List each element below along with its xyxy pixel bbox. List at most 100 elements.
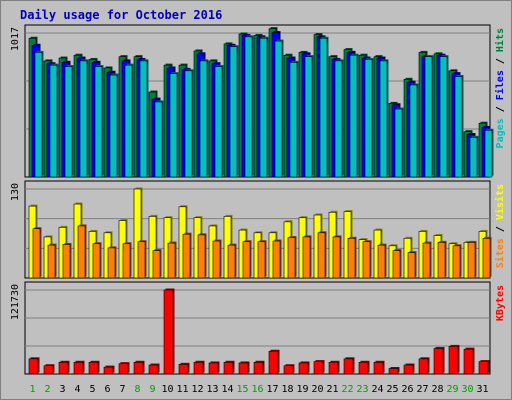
bar-kbytes [418,358,429,375]
bar-sites [32,228,41,279]
bar-sites [437,242,446,279]
bar-pages [139,60,148,178]
bar-sites [302,236,311,279]
bar-sites [182,233,191,279]
bar-kbytes [193,361,204,375]
bar-pages [349,54,358,178]
bar-sites [362,241,371,279]
bar-pages [199,60,208,178]
x-tick-label: 20 [311,384,323,395]
bar-pages [34,52,43,178]
bar-pages [244,36,253,178]
bar-pages [79,60,88,178]
x-tick-label: 26 [401,384,413,395]
bar-sites [122,243,131,279]
panel-kbytes: 121730 KBytes [10,281,506,375]
x-tick-label: 14 [221,384,233,395]
x-tick-label: 24 [371,384,383,395]
bar-pages [439,56,448,178]
x-tick-label: 25 [386,384,398,395]
bar-sites [152,250,161,279]
x-tick-label: 18 [281,384,293,395]
bar-sites [482,237,491,279]
bar-pages [274,40,283,178]
bar-kbytes [343,358,354,375]
legend-part-3: / [495,52,506,70]
bar-visits [148,216,157,279]
bar-sites [407,252,416,279]
legend-part-1: / [495,100,506,118]
bar-kbytes [178,364,189,375]
x-tick-label: 19 [296,384,308,395]
bar-sites [137,241,146,279]
bar-kbytes [43,365,54,375]
bar-pages [454,76,463,178]
y-max-label: 130 [10,183,21,201]
legend-part-0: Pages [495,118,506,148]
bar-kbytes [208,362,219,375]
legend-part-2: Files [494,70,506,100]
bar-sites [47,244,56,279]
bar-kbytes [463,348,474,375]
x-tick-label: 23 [356,384,368,395]
legend-part-0: Sites [494,238,506,268]
x-tick-label: 10 [161,384,173,395]
bar-pages [469,137,478,178]
bar-pages [304,56,313,178]
x-tick-label: 12 [191,384,203,395]
bar-kbytes [253,361,264,375]
bar-pages [484,129,493,178]
x-tick-label: 27 [416,384,428,395]
bar-sites [317,232,326,279]
bar-sites [167,242,176,279]
bar-kbytes [223,361,234,375]
bar-pages [409,84,418,178]
bar-sites [92,243,101,279]
bar-kbytes [478,361,489,375]
bar-sites [227,244,236,279]
bar-kbytes [238,362,249,375]
bar-pages [214,66,223,178]
bar-sites [467,242,476,279]
bar-pages [124,64,133,178]
bar-kbytes [28,358,39,375]
bar-pages [94,66,103,178]
legend-part-4: Hits [494,28,506,52]
bar-pages [424,56,433,178]
bar-sites [107,247,116,279]
bar-kbytes [118,363,129,375]
panel-frame [24,281,491,375]
bar-sites [452,245,461,279]
legend-part-0: KBytes [495,285,506,321]
bar-kbytes [328,361,339,375]
bar-pages [229,46,238,178]
bar-sites [62,244,71,279]
bar-kbytes [403,364,414,375]
bar-pages [394,108,403,178]
bar-kbytes [313,361,324,375]
x-tick-label: 22 [341,384,353,395]
legend-part-2: Visits [494,184,506,220]
x-tick-label: 13 [206,384,218,395]
panel-legend: KBytes [495,285,506,321]
bar-kbytes [433,348,444,375]
x-tick-label: 3 [59,384,65,395]
x-tick-label: 29 [446,384,458,395]
bar-visits [133,188,142,279]
x-tick-label: 2 [44,384,50,395]
y-max-label: 1017 [10,27,21,51]
x-tick-label: 31 [476,384,488,395]
bar-kbytes [88,361,99,375]
x-tick-label: 30 [461,384,473,395]
bar-pages [364,59,373,178]
bar-kbytes [148,364,159,375]
bar-kbytes [103,366,114,375]
x-tick-label: 21 [326,384,338,395]
bar-sites [422,242,431,279]
x-tick-label: 17 [266,384,278,395]
x-tick-label: 1 [29,384,35,395]
bar-kbytes [163,289,174,375]
chart-title: Daily usage for October 2016 [20,8,222,22]
bar-kbytes [388,368,399,375]
x-tick-label: 8 [134,384,140,395]
